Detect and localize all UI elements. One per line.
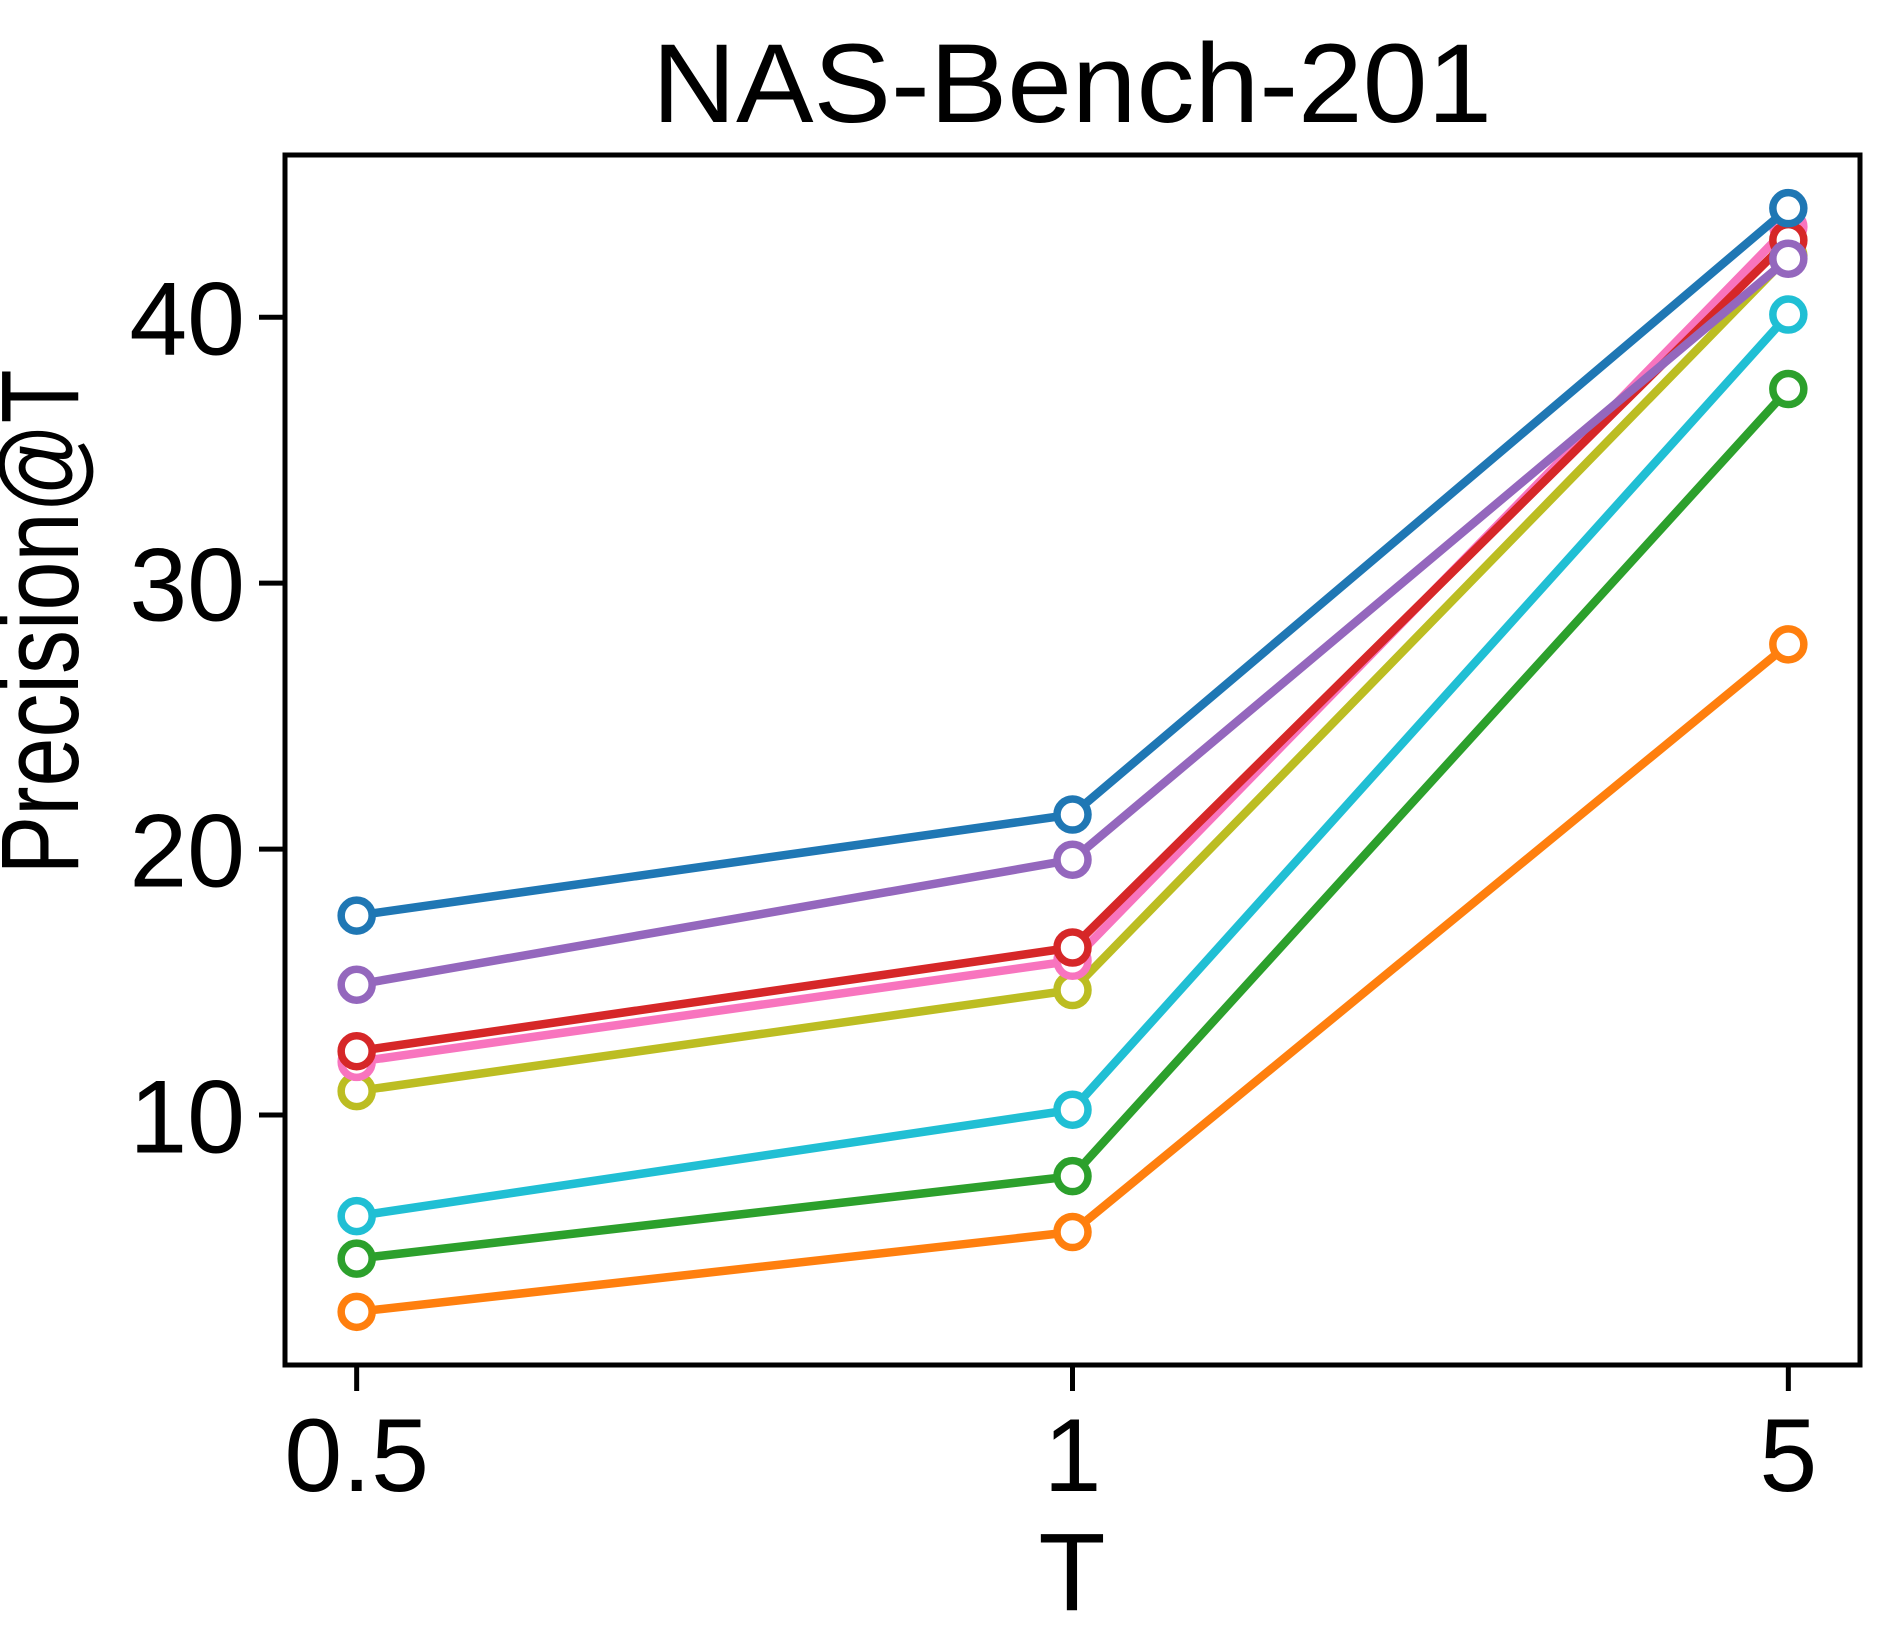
x-axis-ticks: 0.5 1 5 bbox=[284, 1365, 1817, 1514]
data-point-marker-red bbox=[337, 1031, 376, 1071]
y-tick-label: 40 bbox=[129, 262, 245, 378]
data-point-marker-orange bbox=[1769, 625, 1808, 664]
data-point-marker-blue bbox=[337, 896, 376, 935]
data-point-marker-green bbox=[1053, 1156, 1092, 1196]
data-point-marker-cyan bbox=[337, 1196, 376, 1236]
data-point-marker-green bbox=[337, 1239, 376, 1278]
chart-title: NAS-Bench-201 bbox=[652, 21, 1492, 146]
data-point-marker-green bbox=[1769, 369, 1808, 409]
data-point-marker-cyan bbox=[1053, 1090, 1092, 1129]
data-point-marker-red bbox=[1053, 928, 1092, 967]
x-tick-label: 0.5 bbox=[284, 1398, 429, 1514]
y-axis-ticks: 10 20 30 40 bbox=[129, 262, 285, 1175]
x-axis-label: T bbox=[1038, 1511, 1105, 1631]
y-axis-label: Precision@T bbox=[0, 369, 102, 874]
data-point-marker-blue bbox=[1053, 795, 1092, 834]
plot-series bbox=[337, 188, 1808, 1332]
y-tick-label: 20 bbox=[129, 794, 245, 910]
data-point-marker-purple bbox=[337, 965, 376, 1004]
data-point-marker-purple bbox=[1769, 239, 1808, 278]
data-point-marker-cyan bbox=[1769, 295, 1808, 334]
plot-border bbox=[282, 152, 1863, 1368]
data-point-marker-orange bbox=[1053, 1212, 1092, 1252]
data-point-marker-orange bbox=[337, 1292, 376, 1332]
y-tick-label: 30 bbox=[129, 528, 245, 644]
x-tick-label: 5 bbox=[1759, 1398, 1817, 1514]
x-tick-label: 1 bbox=[1044, 1398, 1102, 1514]
y-tick-label: 10 bbox=[129, 1059, 245, 1175]
data-point-marker-blue bbox=[1769, 188, 1808, 228]
data-point-marker-purple bbox=[1053, 840, 1092, 879]
